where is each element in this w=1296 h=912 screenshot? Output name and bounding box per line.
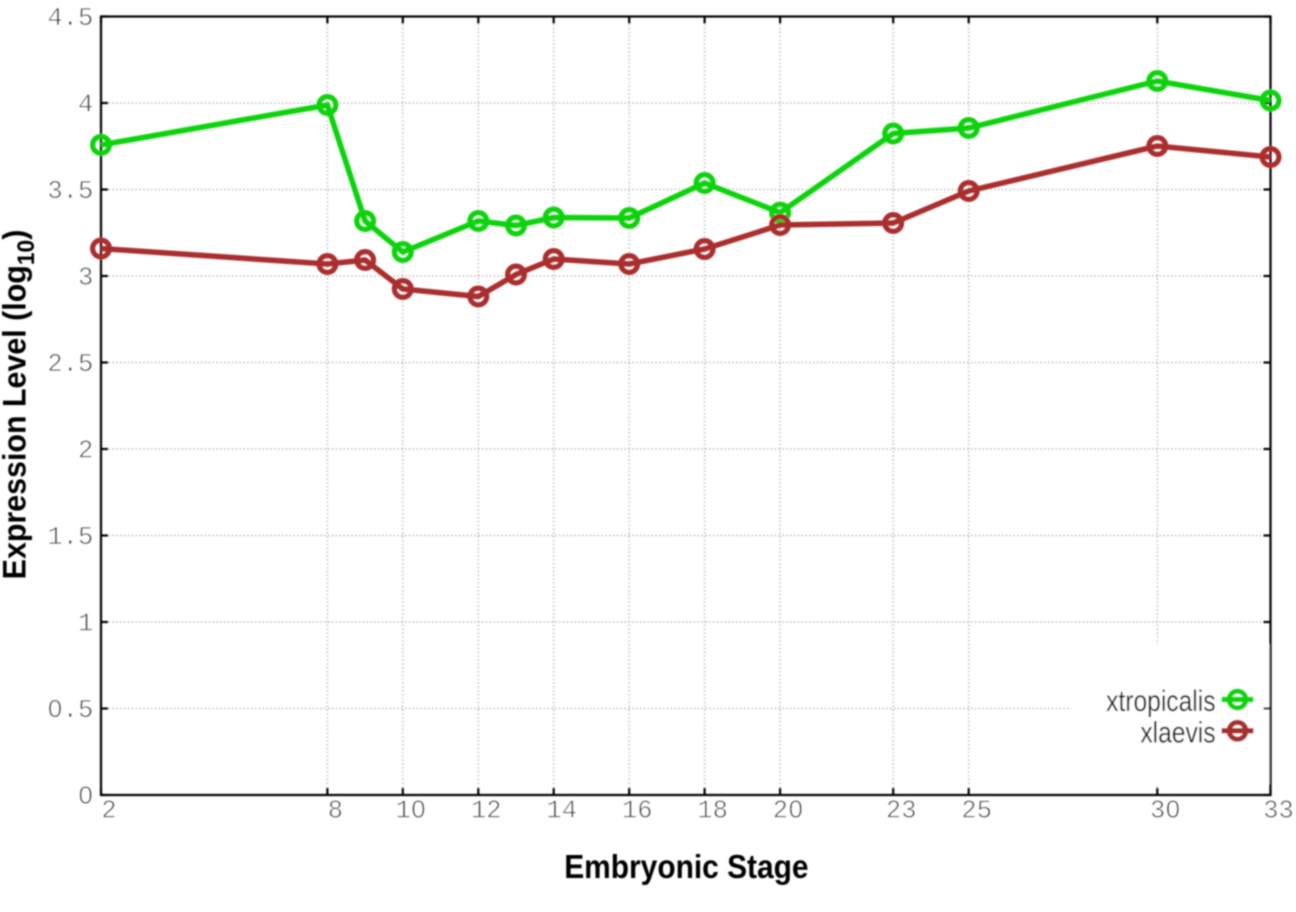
svg-text:3: 3 [78, 264, 93, 293]
svg-text:25: 25 [961, 797, 992, 826]
svg-text:xlaevis: xlaevis [1140, 715, 1215, 749]
svg-text:Embryonic Stage: Embryonic Stage [564, 848, 808, 886]
svg-text:xtropicalis: xtropicalis [1106, 684, 1215, 718]
svg-text:20: 20 [773, 797, 804, 826]
svg-text:23: 23 [886, 797, 917, 826]
svg-text:2: 2 [101, 797, 116, 826]
svg-text:8: 8 [328, 797, 343, 826]
svg-text:Expression Level (log10): Expression Level (log10) [0, 230, 39, 580]
svg-text:1: 1 [78, 610, 93, 639]
svg-text:16: 16 [622, 797, 653, 826]
svg-text:10: 10 [395, 797, 426, 826]
svg-text:4: 4 [78, 91, 93, 120]
svg-text:2.5: 2.5 [47, 350, 93, 379]
svg-text:30: 30 [1150, 797, 1181, 826]
svg-text:33: 33 [1263, 797, 1294, 826]
svg-text:3.5: 3.5 [47, 177, 93, 206]
svg-text:4.5: 4.5 [47, 4, 93, 33]
svg-text:12: 12 [471, 797, 502, 826]
svg-text:14: 14 [546, 797, 577, 826]
svg-text:1.5: 1.5 [47, 523, 93, 552]
svg-text:18: 18 [697, 797, 728, 826]
svg-text:2: 2 [78, 437, 93, 466]
